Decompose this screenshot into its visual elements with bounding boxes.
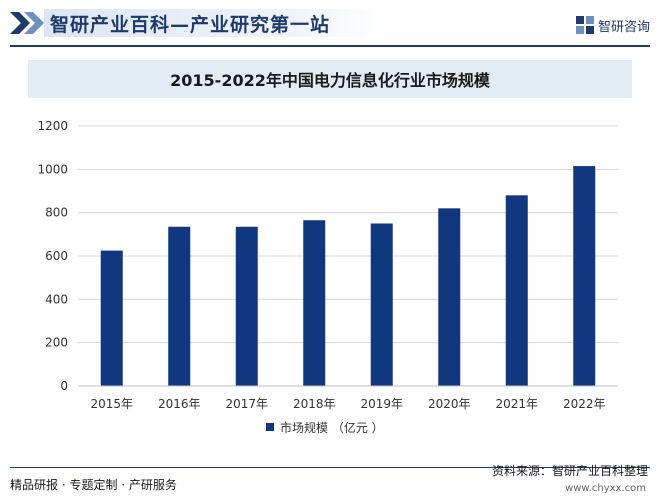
site-title: 智研产业百科—产业研究第一站 bbox=[50, 14, 331, 36]
legend-swatch bbox=[266, 423, 274, 431]
header-band bbox=[44, 9, 384, 37]
x-tick-label: 2020年 bbox=[428, 397, 471, 411]
y-tick-label: 600 bbox=[45, 249, 68, 263]
header-divider bbox=[10, 45, 650, 47]
y-tick-label: 800 bbox=[45, 206, 68, 220]
bar bbox=[438, 208, 461, 386]
y-tick-label: 0 bbox=[60, 379, 68, 393]
bar bbox=[100, 250, 123, 386]
brand-logo[interactable]: 智研咨询 bbox=[575, 14, 650, 36]
x-tick-label: 2018年 bbox=[293, 397, 336, 411]
chevron-right-icon bbox=[10, 12, 44, 34]
y-tick-label: 200 bbox=[45, 336, 68, 350]
brand-logo-icon bbox=[575, 16, 594, 34]
x-tick-label: 2022年 bbox=[563, 397, 606, 411]
footer-url: www.chyxx.com bbox=[565, 483, 646, 494]
footer-source: 资料来源：智研产业百科整理 bbox=[491, 464, 648, 478]
y-tick-label: 1200 bbox=[37, 119, 68, 133]
x-tick-label: 2016年 bbox=[158, 397, 201, 411]
header: 智研产业百科—产业研究第一站 智研咨询 bbox=[0, 0, 660, 44]
bar bbox=[573, 166, 596, 386]
bar bbox=[505, 195, 528, 386]
y-tick-label: 400 bbox=[45, 292, 68, 306]
bar bbox=[370, 223, 393, 386]
x-tick-label: 2019年 bbox=[360, 397, 403, 411]
bar bbox=[235, 226, 258, 386]
legend-label: 市场规模 （亿元 ） bbox=[280, 420, 384, 435]
footer-services: 精品研报 · 专题定制 · 产研服务 bbox=[10, 478, 177, 492]
brand-logo-text: 智研咨询 bbox=[597, 19, 650, 35]
bar bbox=[303, 220, 326, 386]
x-tick-label: 2017年 bbox=[225, 397, 268, 411]
bar bbox=[168, 226, 191, 386]
y-tick-label: 1000 bbox=[37, 162, 68, 176]
chart-title: 2015-2022年中国电力信息化行业市场规模 bbox=[170, 71, 490, 90]
footer-divider bbox=[10, 467, 650, 468]
chart-title-box: 2015-2022年中国电力信息化行业市场规模 bbox=[28, 60, 632, 98]
x-tick-label: 2015年 bbox=[90, 397, 133, 411]
x-tick-label: 2021年 bbox=[495, 397, 538, 411]
